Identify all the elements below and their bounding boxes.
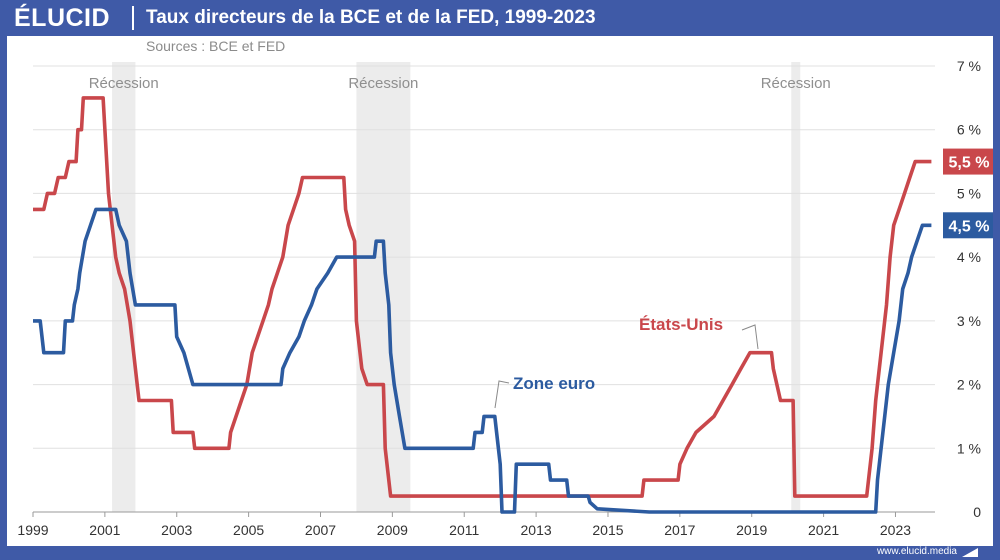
x-tick-label: 2013 — [521, 522, 552, 538]
recession-band — [791, 62, 801, 512]
x-tick-label: 2021 — [808, 522, 839, 538]
x-tick-label: 2011 — [449, 522, 479, 538]
x-tick-label: 2019 — [736, 522, 767, 538]
y-tick-label: 3 % — [957, 313, 981, 329]
x-tick-label: 2007 — [305, 522, 336, 538]
x-tick-label: 2023 — [880, 522, 911, 538]
end-value-label: 5,5 % — [949, 155, 990, 172]
chart-sources: Sources : BCE et FED — [146, 38, 286, 54]
y-tick-label: 0 — [973, 504, 981, 520]
y-tick-label: 5 % — [957, 185, 981, 201]
series-annotation-us: États-Unis — [639, 315, 723, 334]
x-tick-label: 2005 — [233, 522, 264, 538]
elucid-mark-icon — [962, 548, 978, 557]
end-value-badge — [943, 148, 993, 175]
annotation-leader — [741, 324, 759, 350]
annotation-leader — [494, 380, 510, 409]
series-annotation-eurozone: Zone euro — [513, 374, 595, 393]
series-line-eurozone — [33, 207, 932, 514]
footer-url[interactable]: www.elucid.media — [876, 546, 957, 557]
x-tick-label: 2003 — [161, 522, 192, 538]
y-tick-label: 1 % — [957, 440, 981, 456]
x-tick-label: 2001 — [89, 522, 120, 538]
y-tick-label: 6 % — [957, 122, 981, 138]
brand-logo: ÉLUCID — [14, 4, 111, 32]
y-tick-label: 7 % — [957, 58, 981, 74]
chart-panel: Sources : BCE et FED Récession Récession R… — [7, 36, 993, 546]
logo-divider — [132, 6, 134, 30]
recession-label: Récession — [348, 75, 418, 92]
y-tick-label: 4 % — [957, 249, 981, 265]
recession-label: Récession — [761, 75, 831, 92]
x-tick-label: 2017 — [664, 522, 695, 538]
chart-title: Taux directeurs de la BCE et de la FED, … — [146, 7, 596, 28]
end-value-label: 4,5 % — [949, 218, 990, 235]
header-bar: ÉLUCID Taux directeurs de la BCE et de l… — [0, 0, 1000, 36]
recession-label: Récession — [89, 75, 159, 92]
end-value-badge — [943, 212, 993, 239]
x-tick-label: 1999 — [17, 522, 48, 538]
y-tick-label: 2 % — [957, 377, 981, 393]
x-tick-label: 2015 — [592, 522, 623, 538]
line-chart: Récession Récession Récession 0 1 % 2 % 3 % 4 %… — [17, 58, 993, 538]
x-tick-label: 2009 — [377, 522, 408, 538]
